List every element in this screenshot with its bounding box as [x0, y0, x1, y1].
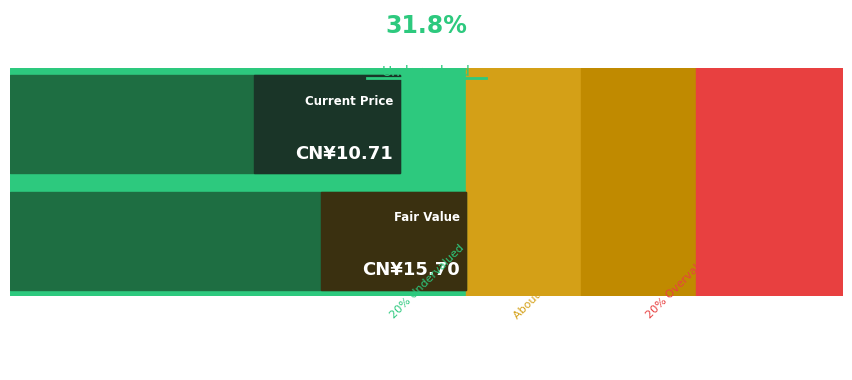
- Text: Current Price: Current Price: [304, 95, 393, 108]
- Bar: [320, 192, 466, 290]
- Text: CN¥10.71: CN¥10.71: [295, 145, 393, 163]
- Text: 20% Undervalued: 20% Undervalued: [388, 243, 465, 321]
- Text: Fair Value: Fair Value: [394, 211, 459, 224]
- Text: 20% Overvalued: 20% Overvalued: [643, 248, 716, 321]
- Bar: [10, 75, 400, 173]
- Bar: [466, 68, 581, 296]
- Text: CN¥15.70: CN¥15.70: [361, 261, 459, 279]
- Bar: [695, 68, 842, 296]
- Text: 31.8%: 31.8%: [385, 14, 467, 38]
- Text: About Right: About Right: [511, 267, 565, 321]
- Bar: [581, 68, 695, 296]
- Bar: [10, 68, 466, 296]
- Bar: [10, 192, 466, 290]
- Text: Undervalued: Undervalued: [382, 65, 470, 79]
- Bar: [254, 75, 400, 173]
